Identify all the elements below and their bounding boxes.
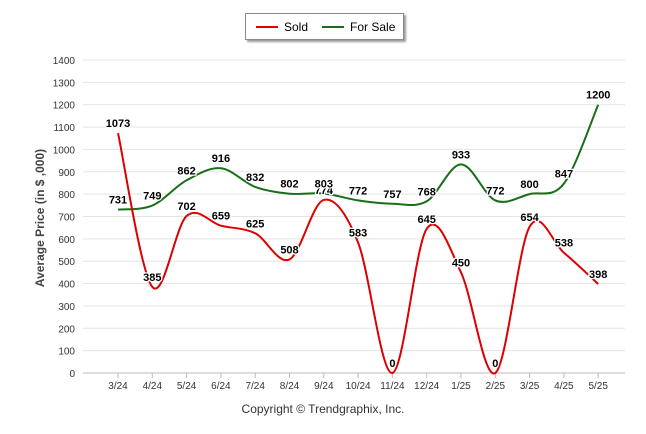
data-label-sold: 385: [143, 272, 161, 284]
y-tick-label: 500: [58, 257, 75, 268]
data-label-sold: 0: [492, 358, 498, 370]
chart-legend: Sold For Sale: [245, 13, 404, 40]
data-label-sold: 645: [418, 214, 436, 226]
data-label-for-sale: 832: [246, 172, 264, 184]
data-label-for-sale: 802: [280, 179, 298, 191]
y-tick-label: 300: [58, 302, 75, 313]
data-label-sold: 508: [280, 244, 298, 256]
data-label-sold: 583: [349, 228, 367, 240]
data-label-for-sale: 772: [486, 185, 504, 197]
x-tick-label: 5/24: [177, 381, 197, 392]
data-label-sold: 659: [212, 211, 230, 223]
data-label-for-sale: 749: [143, 191, 161, 203]
y-tick-label: 700: [58, 213, 75, 224]
legend-label-for-sale: For Sale: [350, 19, 396, 34]
data-label-for-sale: 772: [349, 185, 367, 197]
y-tick-label: 1000: [53, 145, 76, 156]
series-line-sold: [117, 132, 599, 375]
x-tick-label: 8/24: [280, 381, 300, 392]
data-label-for-sale: 1200: [586, 90, 610, 102]
legend-swatch-sold: [256, 25, 278, 28]
legend-item-sold: Sold: [246, 20, 308, 34]
data-label-sold: 654: [520, 212, 539, 224]
data-label-for-sale: 847: [555, 169, 573, 181]
data-label-sold: 450: [452, 257, 470, 269]
data-label-for-sale: 768: [418, 186, 436, 198]
y-tick-label: 800: [58, 190, 75, 201]
data-label-for-sale: 916: [212, 153, 230, 165]
y-tick-label: 900: [58, 168, 75, 179]
data-label-for-sale: 731: [109, 195, 127, 207]
data-label-for-sale: 757: [383, 189, 401, 201]
legend-item-for-sale: For Sale: [308, 20, 395, 34]
x-tick-label: 6/24: [211, 381, 231, 392]
data-label-for-sale: 800: [520, 179, 538, 191]
data-label-sold: 702: [177, 201, 195, 213]
data-label-sold: 1073: [106, 118, 130, 130]
legend-swatch-for-sale: [322, 25, 345, 28]
copyright-footer: Copyright © Trendgraphix, Inc.: [241, 402, 405, 416]
y-tick-label: 200: [58, 324, 75, 335]
y-tick-label: 1400: [53, 56, 76, 67]
x-tick-label: 2/25: [486, 381, 506, 392]
data-label-sold: 774: [315, 185, 334, 197]
y-axis-label: Average Price (in $ ,000): [33, 148, 47, 288]
y-tick-label: 400: [58, 280, 75, 291]
x-tick-label: 5/25: [588, 381, 608, 392]
y-tick-label: 0: [69, 369, 75, 380]
x-tick-label: 1/25: [451, 381, 471, 392]
legend-label-sold: Sold: [284, 19, 309, 34]
y-tick-label: 1200: [53, 101, 76, 112]
x-tick-label: 11/24: [380, 381, 405, 392]
y-tick-label: 1100: [53, 123, 75, 134]
x-tick-label: 10/24: [346, 381, 371, 392]
x-tick-label: 4/25: [554, 381, 574, 392]
x-tick-label: 12/24: [414, 381, 439, 392]
data-label-sold: 398: [589, 269, 607, 281]
x-tick-label: 3/24: [108, 381, 128, 392]
data-label-sold: 538: [555, 238, 573, 250]
data-label-for-sale: 862: [177, 165, 195, 177]
y-tick-label: 100: [58, 347, 75, 358]
x-tick-label: 9/24: [314, 381, 334, 392]
series-line-for-sale: [117, 104, 600, 211]
data-label-for-sale: 933: [452, 149, 470, 161]
data-label-for-sale: 803: [315, 178, 333, 190]
data-label-sold: 625: [246, 218, 264, 230]
x-tick-label: 4/24: [143, 381, 163, 392]
x-tick-label: 3/25: [520, 381, 540, 392]
y-tick-label: 1300: [53, 78, 76, 89]
x-tick-label: 7/24: [245, 381, 265, 392]
y-tick-label: 600: [58, 235, 75, 246]
data-label-sold: 0: [389, 358, 395, 370]
